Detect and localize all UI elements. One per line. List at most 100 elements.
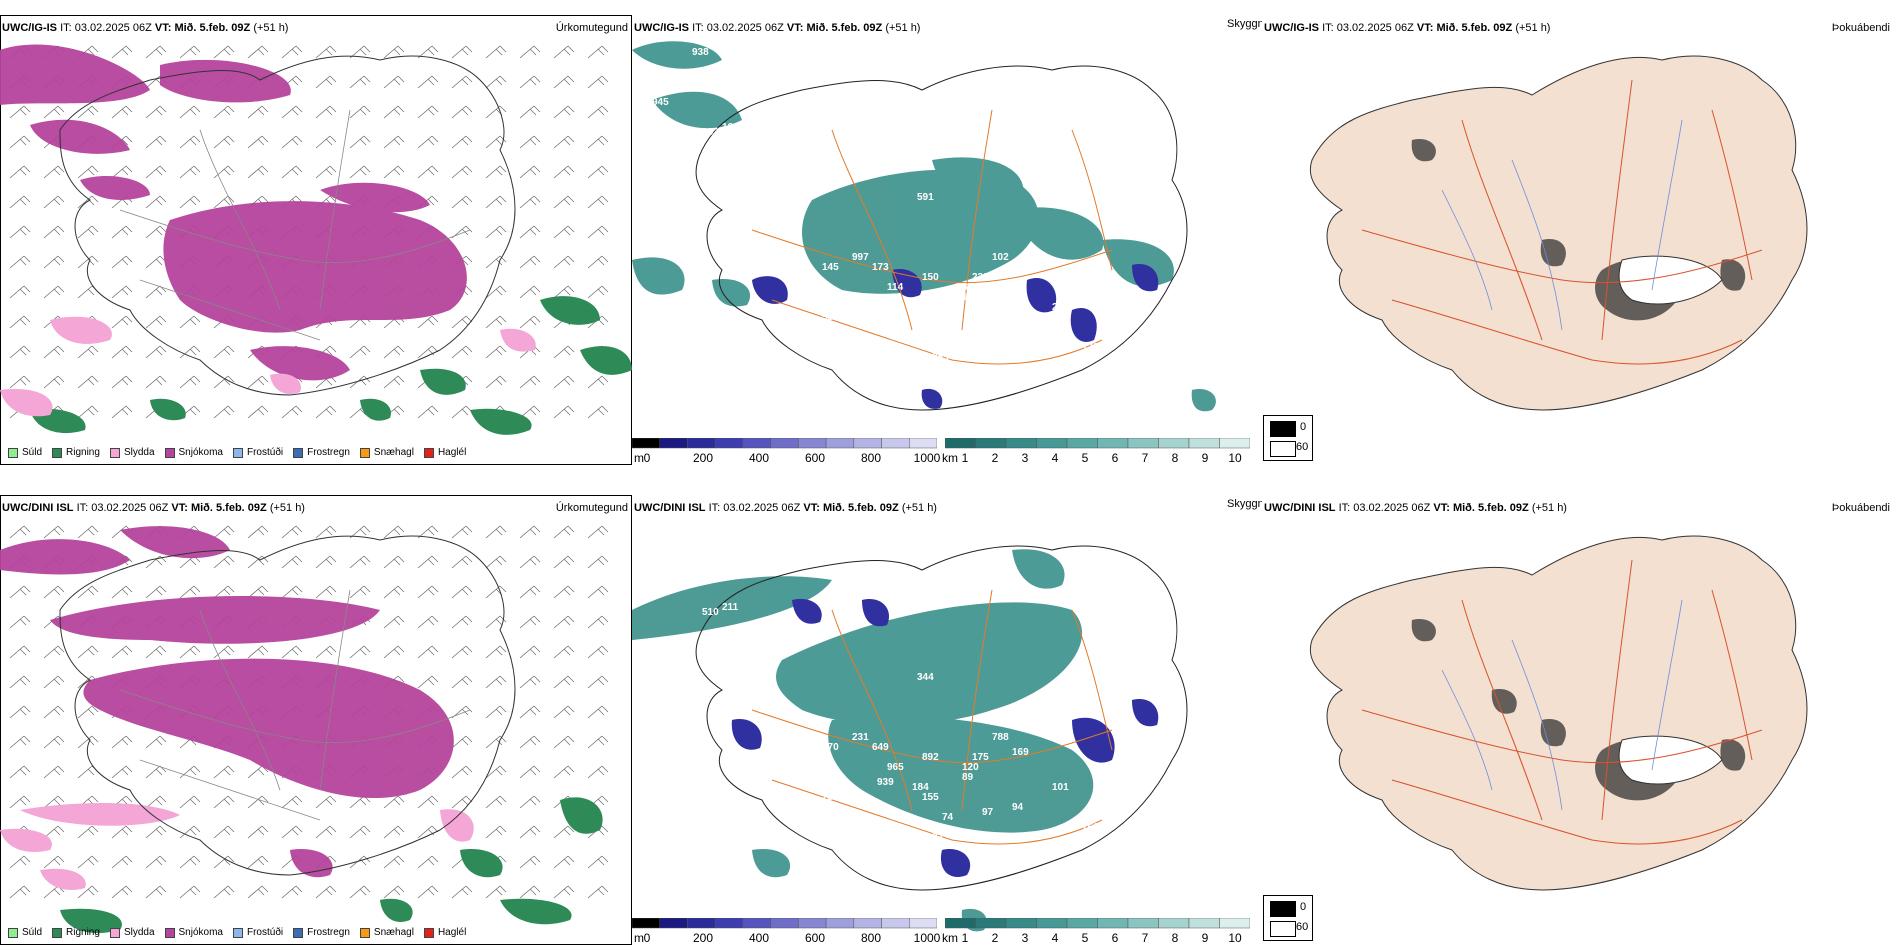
wind-barb xyxy=(315,555,337,569)
rivers-blue xyxy=(1441,599,1683,811)
wind-barb xyxy=(553,255,575,269)
visibility-colorbar xyxy=(945,918,1250,940)
wind-barb xyxy=(485,795,507,809)
visibility-unit: km xyxy=(942,451,958,465)
wind-barb xyxy=(43,105,65,119)
wind-barb xyxy=(145,885,167,899)
wind-barb xyxy=(315,105,337,119)
legend-swatch xyxy=(164,927,175,938)
wind-barb xyxy=(349,585,371,599)
visibility-teal-areas xyxy=(632,549,1094,932)
wind-barb xyxy=(43,225,65,239)
roads-red xyxy=(1361,79,1763,365)
it-label: IT: xyxy=(60,22,72,34)
it-value: 03.02.2025 06Z xyxy=(1353,502,1431,514)
visibility-value-label: 50 xyxy=(1012,322,1024,333)
wind-barb xyxy=(485,525,507,539)
visibility-value-label: 521 xyxy=(832,332,849,343)
visibility-value-label: 649 xyxy=(872,742,889,753)
visibility-panel-2: UWC/DINI ISL IT: 03.02.2025 06Z VT: Mið.… xyxy=(632,490,1262,945)
map-frame xyxy=(0,495,632,945)
wind-barb xyxy=(417,585,439,599)
visibility-value-label: 132 xyxy=(1082,342,1099,353)
colorbar-segment xyxy=(687,918,716,929)
wind-barb xyxy=(179,375,201,389)
roads-gray xyxy=(119,109,471,341)
panel-header: UWC/DINI ISL IT: 03.02.2025 06Z VT: Mið.… xyxy=(634,502,937,515)
vt-label: VT: xyxy=(1433,502,1450,514)
it-value: 03.02.2025 06Z xyxy=(1336,22,1414,34)
wind-barb xyxy=(315,885,337,899)
wind-barb xyxy=(179,135,201,149)
visibility-unit: km xyxy=(942,931,958,945)
wind-barb xyxy=(451,795,473,809)
wind-barb xyxy=(451,585,473,599)
vt-label: VT: xyxy=(803,502,820,514)
wind-barb xyxy=(383,885,405,899)
visibility-value-label: 534 xyxy=(822,312,839,323)
wind-barb xyxy=(247,555,269,569)
wind-barb xyxy=(145,315,167,329)
wind-barb xyxy=(9,585,31,599)
legend-item: Súld xyxy=(8,447,42,458)
wind-barb xyxy=(77,165,99,179)
precip-map-svg xyxy=(0,44,632,435)
colorbar-tick-label: 3 xyxy=(1021,931,1029,945)
wind-barb xyxy=(485,705,507,719)
legend-item: Snæhagl xyxy=(359,927,414,938)
colorbar-tick-label: 0 xyxy=(643,931,651,945)
legend-swatch xyxy=(359,927,370,938)
colorbar-segment xyxy=(798,918,827,929)
wind-barb xyxy=(213,135,235,149)
wind-barb xyxy=(587,525,609,539)
wind-barb xyxy=(111,105,133,119)
colorbar-segment xyxy=(825,918,855,929)
colorbar-tick-label: 8 xyxy=(1171,451,1179,465)
visibility-value-label: 40 xyxy=(812,782,824,793)
colorbar-tick-label: 6 xyxy=(1111,451,1119,465)
wind-barb xyxy=(43,675,65,689)
legend-item: Frostúði xyxy=(232,447,283,458)
visibility-colorbar xyxy=(945,438,1250,460)
colorbar-segment xyxy=(770,918,799,929)
legend-swatch xyxy=(423,927,434,938)
wind-barb xyxy=(43,345,65,359)
visibility-value-label: 184 xyxy=(962,292,979,303)
wind-barb xyxy=(213,375,235,389)
panel-title: Þokuábendi xyxy=(1831,502,1890,514)
visibility-value-label: 102 xyxy=(992,252,1009,263)
visibility-value-label: 997 xyxy=(852,252,869,263)
wind-barb xyxy=(451,525,473,539)
ceiling-blue-areas xyxy=(752,264,1159,409)
wind-barb xyxy=(519,705,541,719)
colorbar-segment xyxy=(1036,918,1068,929)
iceland-land xyxy=(1309,55,1808,411)
wind-barb xyxy=(179,315,201,329)
wind-barb xyxy=(485,555,507,569)
visibility-value-label: 150 xyxy=(922,272,939,283)
wind-barb xyxy=(9,855,31,869)
visibility-value-label: 21 xyxy=(1052,302,1064,313)
wind-barb xyxy=(9,195,31,209)
colorbar-segment xyxy=(687,438,716,449)
wind-barb xyxy=(519,855,541,869)
legend-label: Slydda xyxy=(123,447,155,458)
vt-label: VT: xyxy=(171,502,188,514)
wind-barb xyxy=(213,105,235,119)
vt-label: VT: xyxy=(1416,22,1434,34)
wind-barb xyxy=(179,765,201,779)
colorbar-tick-label: 4 xyxy=(1051,451,1059,465)
wind-barb xyxy=(111,765,133,779)
wind-barb xyxy=(451,405,473,419)
wind-barb xyxy=(213,165,235,179)
visibility-value-label: 179 xyxy=(812,302,829,313)
wind-barb xyxy=(315,645,337,659)
wind-barb xyxy=(9,615,31,629)
wind-barb xyxy=(417,405,439,419)
wind-barb xyxy=(179,45,201,59)
wind-barb xyxy=(179,195,201,209)
wind-barb xyxy=(111,585,133,599)
wind-barb xyxy=(43,375,65,389)
wind-barb xyxy=(553,735,575,749)
legend-swatch xyxy=(293,447,304,458)
